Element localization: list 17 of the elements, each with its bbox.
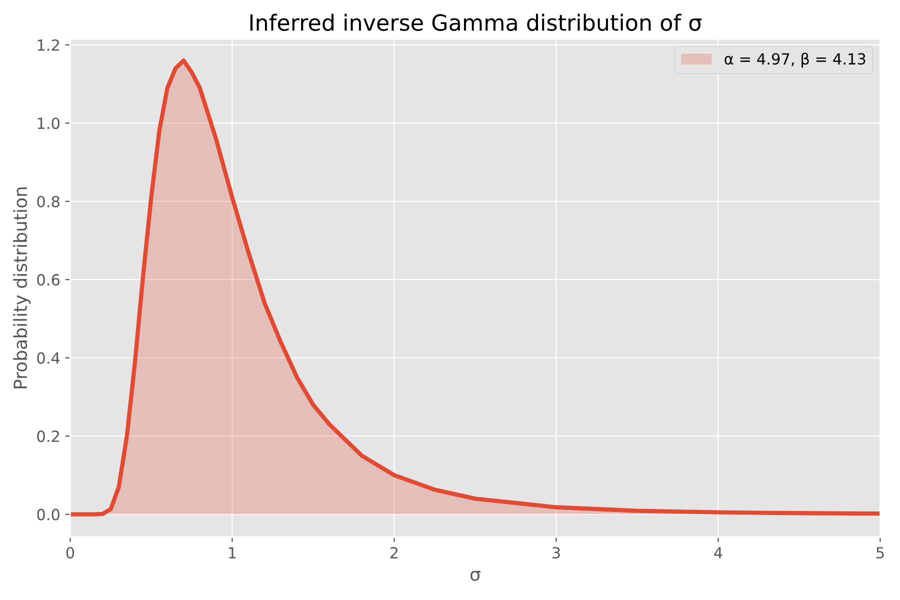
y-tick-label: 0.0 <box>37 508 60 520</box>
chart-title: Inferred inverse Gamma distribution of σ <box>250 14 702 31</box>
x-tick-label: 0 <box>66 546 74 559</box>
x-tick-label: 3 <box>552 546 560 559</box>
y-tick-label: 1.0 <box>38 118 60 130</box>
x-axis-title: σ <box>470 570 480 582</box>
y-axis-title: Probability distribution <box>13 187 31 388</box>
x-tick-label: 4 <box>714 547 722 558</box>
y-tick-label: 0.4 <box>37 352 60 364</box>
y-tick-label: 0.8 <box>37 196 60 208</box>
y-tick-label: 0.6 <box>37 274 60 286</box>
x-tick-label: 1 <box>229 547 236 558</box>
x-tick-label: 2 <box>390 546 398 558</box>
y-tick-label: 0.2 <box>37 430 59 442</box>
y-tick-label: 1.2 <box>38 39 59 51</box>
legend-label: α = 4.97, β = 4.13 <box>724 52 866 68</box>
x-tick-label: 5 <box>876 547 884 559</box>
